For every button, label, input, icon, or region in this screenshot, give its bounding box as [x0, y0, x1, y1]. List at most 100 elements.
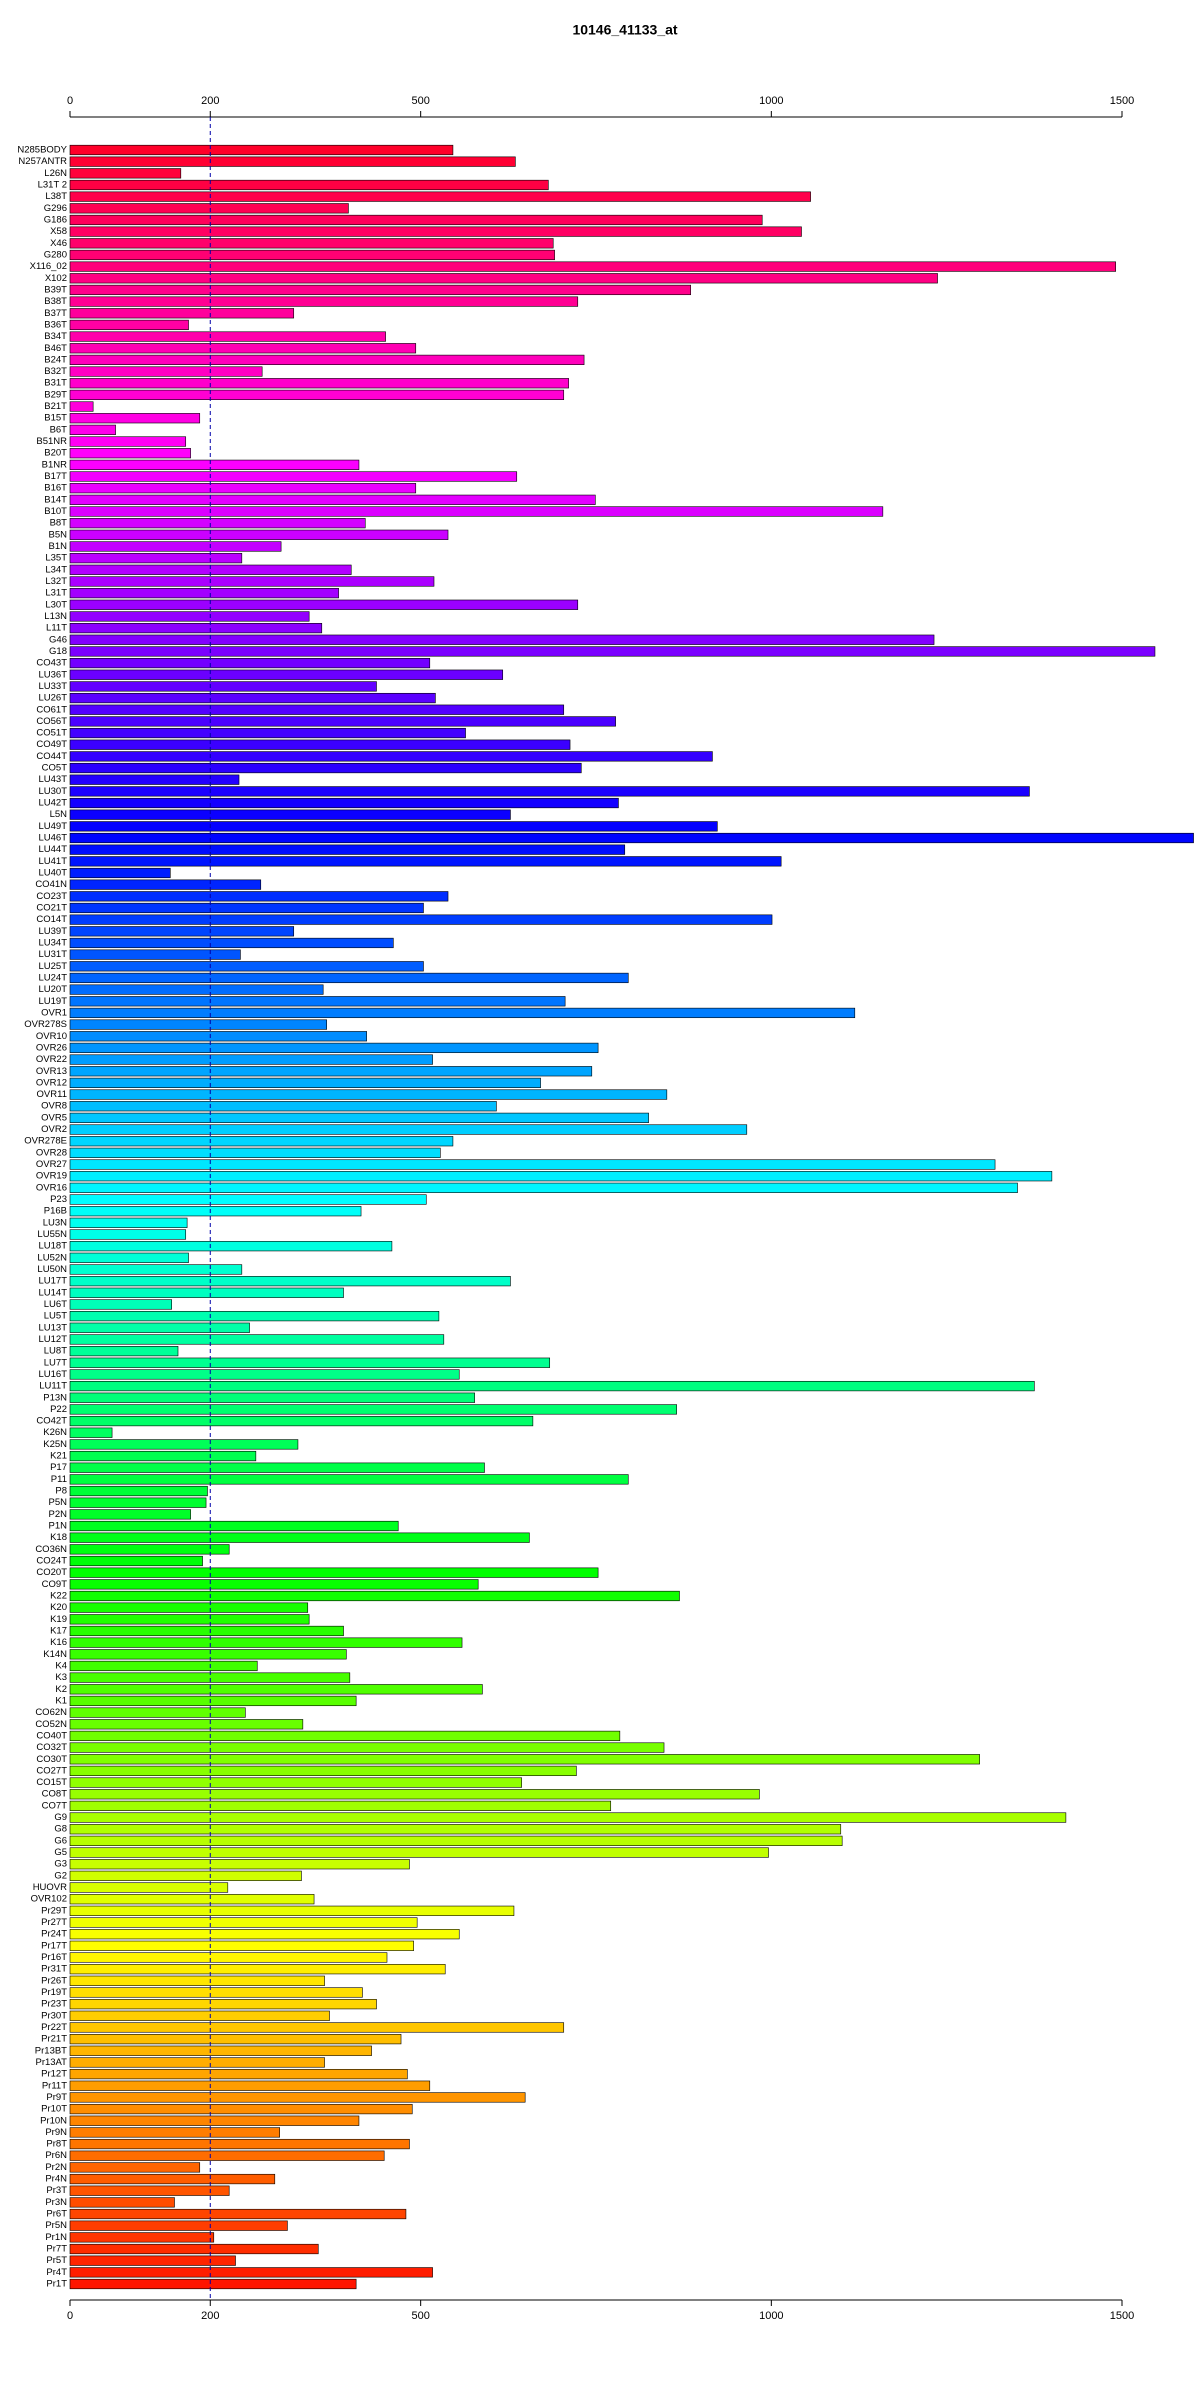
- y-tick-label: L31T 2: [38, 179, 67, 190]
- y-tick-label: P16B: [44, 1206, 67, 1217]
- bar: [69, 879, 262, 890]
- y-tick-label: Pr6T: [46, 2209, 67, 2220]
- bar: [69, 1229, 187, 1240]
- y-tick-label: B24T: [44, 354, 67, 365]
- y-tick-label: LU33T: [38, 681, 67, 692]
- bar: [69, 2115, 360, 2126]
- bar: [69, 459, 360, 470]
- y-tick-label: Pr9T: [46, 2092, 67, 2103]
- bar: [69, 1019, 327, 1030]
- bar: [69, 1101, 497, 1112]
- y-tick-label: K2: [55, 1684, 67, 1695]
- bar: [69, 1450, 257, 1462]
- bar: [69, 972, 629, 984]
- bar: [69, 2010, 330, 2021]
- bar: [69, 1241, 393, 1252]
- y-tick-label: Pr10T: [41, 2104, 67, 2115]
- y-tick-label: G280: [44, 249, 67, 260]
- bar: [69, 168, 182, 179]
- y-tick-label: B8T: [50, 518, 68, 529]
- y-tick-label: LU50N: [37, 1264, 67, 1275]
- bar: [69, 646, 1156, 657]
- bar: [69, 599, 579, 610]
- y-tick-label: CO44T: [36, 751, 67, 762]
- bar: [69, 2173, 276, 2185]
- y-tick-label: CO21T: [36, 902, 67, 913]
- bar: [69, 191, 811, 202]
- bar: [69, 424, 116, 435]
- y-tick-label: P13N: [43, 1392, 67, 1403]
- y-tick-label: Pr8T: [46, 2139, 67, 2150]
- y-tick-label: B29T: [44, 389, 67, 400]
- bar: [69, 1870, 302, 1881]
- bar: [69, 1369, 460, 1380]
- bar: [69, 1299, 172, 1310]
- y-tick-label: LU26T: [38, 693, 67, 704]
- x-tick-label: 0: [67, 2310, 73, 2322]
- y-tick-label: CO41N: [35, 879, 67, 890]
- y-tick-label: LU30T: [38, 786, 67, 797]
- bar: [69, 1007, 856, 1019]
- y-tick-label: LU19T: [38, 996, 67, 1007]
- y-tick-label: Pr3N: [45, 2197, 67, 2208]
- bar: [69, 1042, 599, 1054]
- y-tick-label: B51NR: [36, 436, 67, 447]
- y-tick-label: CO24T: [36, 1556, 67, 1567]
- y-tick-label: LU3N: [43, 1217, 67, 1228]
- y-tick-label: OVR5: [41, 1112, 67, 1123]
- bar: [69, 1287, 344, 1298]
- bar: [69, 1637, 463, 1648]
- bar: [69, 797, 619, 809]
- y-tick-label: CO43T: [36, 658, 67, 669]
- bar: [69, 984, 324, 995]
- bar: [69, 576, 435, 587]
- y-tick-label: Pr24T: [41, 1929, 67, 1940]
- bar: [69, 1975, 325, 1986]
- bar: [69, 2243, 319, 2255]
- bar: [69, 1940, 414, 1951]
- y-tick-label: K1: [55, 1695, 67, 1706]
- y-tick-label: CO30T: [36, 1754, 67, 1765]
- y-tick-label: G186: [44, 214, 67, 225]
- y-tick-label: CO14T: [36, 914, 67, 925]
- y-tick-label: K22: [50, 1591, 67, 1602]
- bar: [69, 669, 504, 680]
- bar: [69, 1031, 367, 1042]
- bar: [69, 541, 282, 552]
- bar: [69, 1462, 485, 1473]
- y-tick-label: P5N: [49, 1497, 68, 1508]
- y-tick-label: K16: [50, 1637, 67, 1648]
- bar: [69, 179, 549, 191]
- bar: [69, 144, 454, 156]
- bar: [69, 1625, 344, 1637]
- y-tick-label: L13N: [44, 611, 67, 622]
- bar: [69, 378, 569, 389]
- y-tick-label: OVR22: [36, 1054, 67, 1065]
- bar: [69, 1730, 621, 1742]
- y-tick-label: Pr29T: [41, 1905, 67, 1916]
- bar: [69, 1509, 191, 1520]
- y-tick-label: N257ANTR: [18, 156, 67, 167]
- bar: [69, 331, 386, 342]
- y-tick-label: CO5T: [42, 763, 68, 774]
- bar: [69, 1194, 427, 1205]
- bar: [69, 891, 449, 902]
- y-tick-label: CO62N: [35, 1707, 67, 1718]
- y-tick-label: LU41T: [38, 856, 67, 867]
- y-tick-label: Pr1T: [46, 2279, 67, 2290]
- bar: [69, 2138, 410, 2150]
- y-tick-label: B10T: [44, 506, 67, 517]
- bar: [69, 1474, 629, 1485]
- y-tick-label: OVR1: [41, 1007, 67, 1018]
- y-tick-label: CO20T: [36, 1567, 67, 1578]
- y-tick-label: B32T: [44, 366, 67, 377]
- bar: [69, 1800, 612, 1811]
- bar: [69, 1602, 309, 1613]
- bar: [69, 856, 782, 867]
- y-tick-label: CO15T: [36, 1777, 67, 1788]
- bar: [69, 238, 554, 249]
- y-tick-label: LU18T: [38, 1241, 67, 1252]
- bar: [69, 751, 713, 762]
- x-tick-label: 500: [411, 95, 429, 107]
